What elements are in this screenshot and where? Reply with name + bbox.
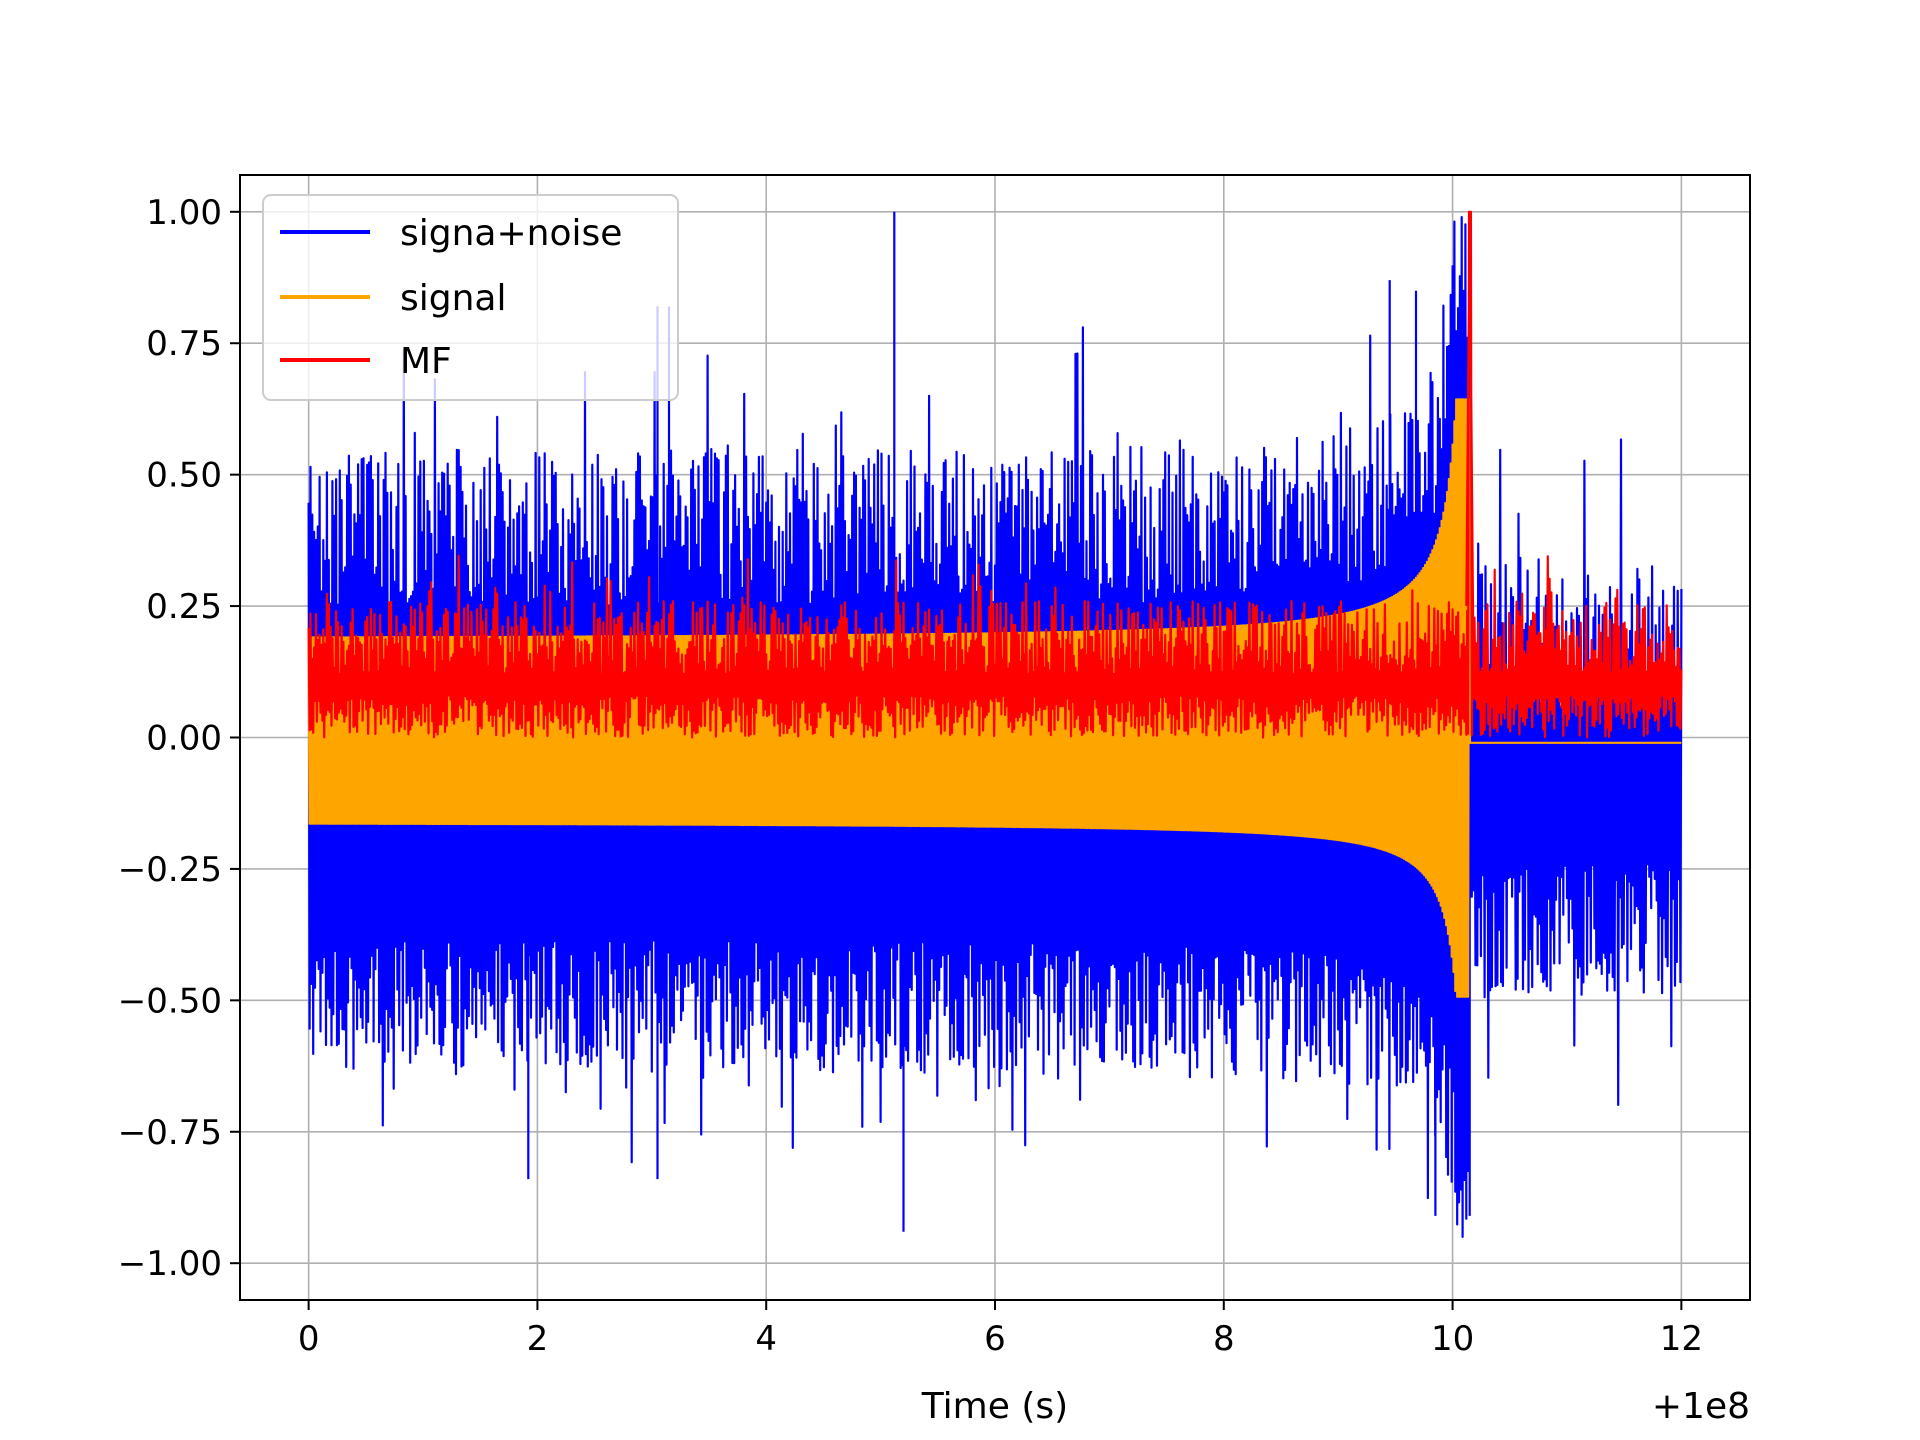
x-axis: 0 2 4 6 8 10 12 (298, 1300, 1703, 1359)
x-axis-label: Time (s) (921, 1386, 1068, 1427)
y-tick-label: −0.25 (118, 850, 222, 890)
x-tick-label: 0 (298, 1319, 320, 1359)
plot-area (307, 210, 1683, 1238)
y-tick-label: 0.00 (146, 719, 222, 759)
x-tick-label: 8 (1213, 1319, 1235, 1359)
x-tick-label: 2 (527, 1319, 549, 1359)
y-tick-label: 1.00 (146, 193, 222, 233)
y-tick-label: −1.00 (118, 1244, 222, 1284)
legend: signa+noise signal MF (262, 194, 679, 401)
series-line-mf (307, 210, 1683, 739)
y-tick-label: −0.75 (118, 1113, 222, 1153)
y-tick-label: 0.75 (146, 324, 222, 364)
legend-box (262, 194, 679, 401)
y-tick-label: 0.25 (146, 587, 222, 627)
x-tick-label: 6 (984, 1319, 1006, 1359)
x-tick-label: 4 (755, 1319, 777, 1359)
x-tick-label: 12 (1660, 1319, 1703, 1359)
legend-label-mf: MF (400, 341, 452, 382)
legend-label-signal: signal (400, 278, 507, 319)
x-tick-label: 10 (1431, 1319, 1474, 1359)
y-axis: −1.00 −0.75 −0.50 −0.25 0.00 0.25 0.50 0.75 1.00 (118, 193, 240, 1284)
series-line-signal (307, 398, 1682, 998)
legend-label-signa-noise: signa+noise (400, 213, 622, 254)
y-tick-label: 0.50 (146, 456, 222, 496)
x-axis-offset-label: +1e8 (1652, 1386, 1750, 1427)
y-tick-label: −0.50 (118, 981, 222, 1021)
series-line-signa-noise (307, 211, 1683, 1238)
